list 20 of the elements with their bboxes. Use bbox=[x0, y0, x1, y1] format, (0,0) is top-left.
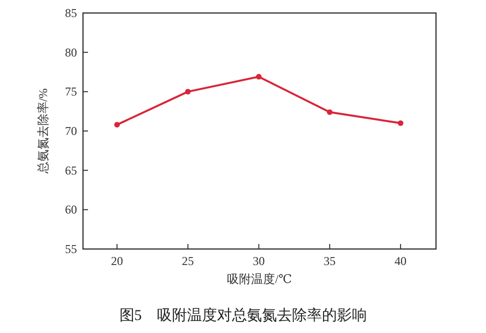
point bbox=[398, 120, 404, 126]
x-tick-label: 25 bbox=[182, 254, 194, 268]
point bbox=[185, 88, 191, 94]
y-tick-label: 70 bbox=[65, 124, 77, 138]
point bbox=[114, 122, 120, 128]
x-tick-label: 20 bbox=[111, 254, 124, 268]
caption: 图5 吸附温度对总氨氮去除率的影响 bbox=[119, 307, 367, 324]
y-tick-label: 65 bbox=[65, 163, 77, 178]
point bbox=[326, 109, 332, 115]
y-tick-label: 85 bbox=[65, 6, 77, 20]
y-tick-label: 60 bbox=[65, 202, 77, 217]
y-axis-title: 总氨氮去除率/% bbox=[36, 88, 50, 175]
x-tick-label: 35 bbox=[324, 254, 336, 268]
point bbox=[256, 74, 262, 80]
x-axis-title: 吸附温度/℃ bbox=[227, 272, 292, 286]
x-tick-label: 40 bbox=[394, 254, 407, 268]
x-tick-label: 30 bbox=[252, 254, 265, 268]
y-tick-label: 75 bbox=[65, 84, 77, 99]
y-tick-label: 80 bbox=[65, 45, 77, 60]
y-tick-label: 55 bbox=[65, 242, 77, 256]
